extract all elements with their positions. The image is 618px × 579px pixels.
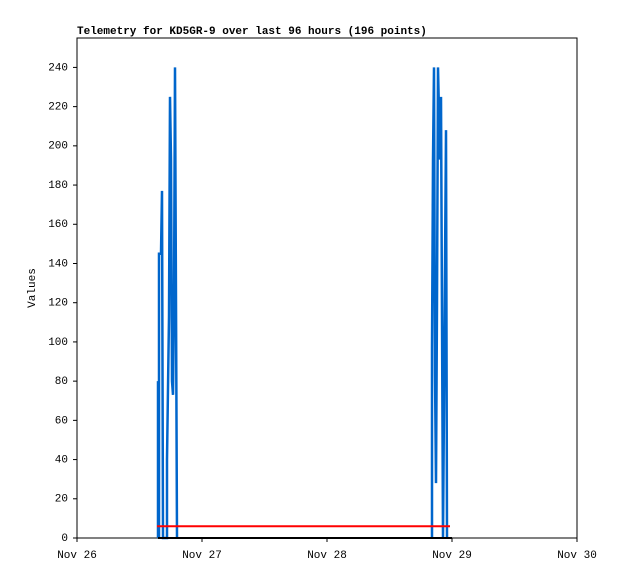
data-line bbox=[156, 67, 449, 540]
y-tick-label: 240 bbox=[48, 62, 68, 74]
y-tick-label: 100 bbox=[48, 337, 68, 349]
y-tick-label: 60 bbox=[55, 415, 68, 427]
y-tick-label: 0 bbox=[61, 533, 68, 545]
x-tick-label: Nov 27 bbox=[182, 550, 222, 562]
y-tick-label: 180 bbox=[48, 180, 68, 192]
y-tick-label: 160 bbox=[48, 219, 68, 231]
x-tick-label: Nov 29 bbox=[432, 550, 472, 562]
x-tick-label: Nov 30 bbox=[557, 550, 597, 562]
x-tick-label: Nov 28 bbox=[307, 550, 347, 562]
y-tick-label: 200 bbox=[48, 141, 68, 153]
y-tick-label: 40 bbox=[55, 454, 68, 466]
y-tick-label: 80 bbox=[55, 376, 68, 388]
y-tick-label: 220 bbox=[48, 102, 68, 114]
y-axis-label: Values bbox=[27, 268, 39, 308]
y-tick-label: 120 bbox=[48, 298, 68, 310]
chart-title: Telemetry for KD5GR-9 over last 96 hours… bbox=[77, 26, 427, 38]
x-tick-label: Nov 26 bbox=[57, 550, 97, 562]
plot-frame bbox=[76, 37, 578, 539]
y-tick-label: 140 bbox=[48, 258, 68, 270]
y-tick-label: 20 bbox=[55, 494, 68, 506]
